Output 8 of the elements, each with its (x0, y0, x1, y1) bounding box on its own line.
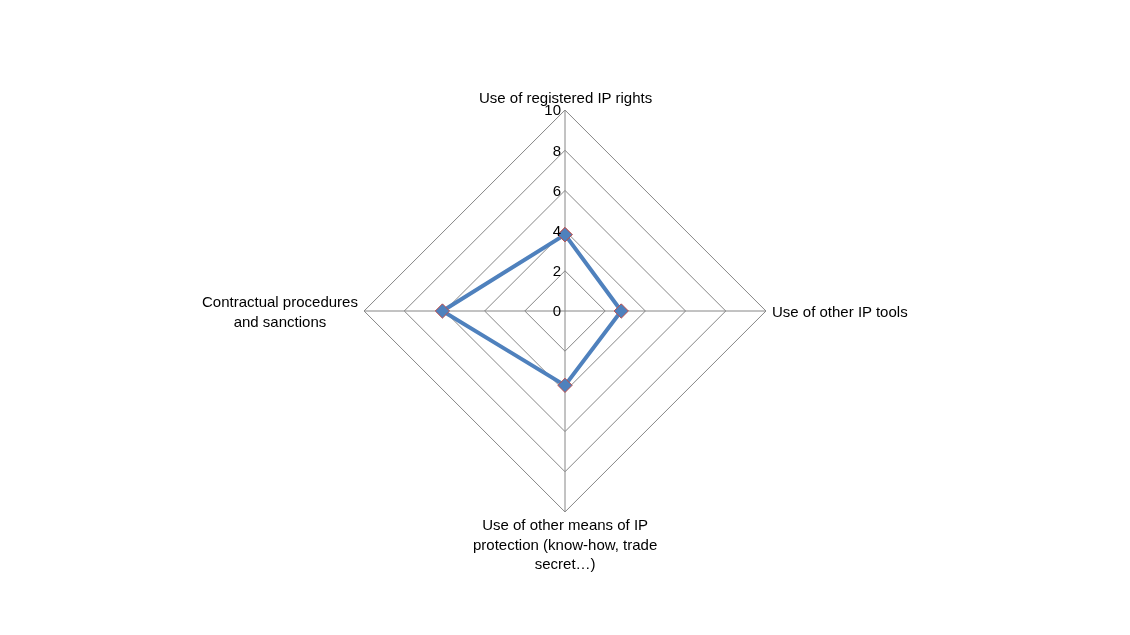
y-tick-label: 8 (552, 141, 561, 159)
y-tick-label: 4 (552, 221, 561, 239)
y-tick-label: 6 (552, 181, 561, 199)
spoke-label: Use of other IP tools (772, 303, 908, 320)
y-tick-label: 2 (552, 262, 561, 280)
spoke-label: Contractual procedures and sanctions (202, 293, 358, 330)
y-tick-label: 0 (552, 302, 561, 320)
spoke-label: Use of other means of IP protection (know-how, trade secret…) (473, 516, 658, 572)
